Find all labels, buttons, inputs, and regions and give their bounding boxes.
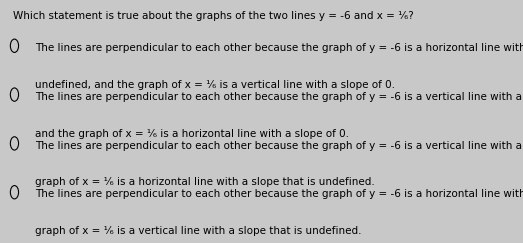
Text: and the graph of x = ¹⁄₆ is a horizontal line with a slope of 0.: and the graph of x = ¹⁄₆ is a horizontal… [35,129,349,139]
Text: The lines are perpendicular to each other because the graph of y = -6 is a verti: The lines are perpendicular to each othe… [35,92,523,102]
Text: Which statement is true about the graphs of the two lines y = -6 and x = ¹⁄₆?: Which statement is true about the graphs… [13,11,414,21]
Text: undefined, and the graph of x = ¹⁄₆ is a vertical line with a slope of 0.: undefined, and the graph of x = ¹⁄₆ is a… [35,80,395,90]
Text: graph of x = ¹⁄₆ is a vertical line with a slope that is undefined.: graph of x = ¹⁄₆ is a vertical line with… [35,226,361,236]
Text: graph of x = ¹⁄₆ is a horizontal line with a slope that is undefined.: graph of x = ¹⁄₆ is a horizontal line wi… [35,177,374,187]
Text: The lines are perpendicular to each other because the graph of y = -6 is a horiz: The lines are perpendicular to each othe… [35,189,523,199]
Text: The lines are perpendicular to each other because the graph of y = -6 is a horiz: The lines are perpendicular to each othe… [35,43,523,53]
Text: The lines are perpendicular to each other because the graph of y = -6 is a verti: The lines are perpendicular to each othe… [35,140,523,151]
